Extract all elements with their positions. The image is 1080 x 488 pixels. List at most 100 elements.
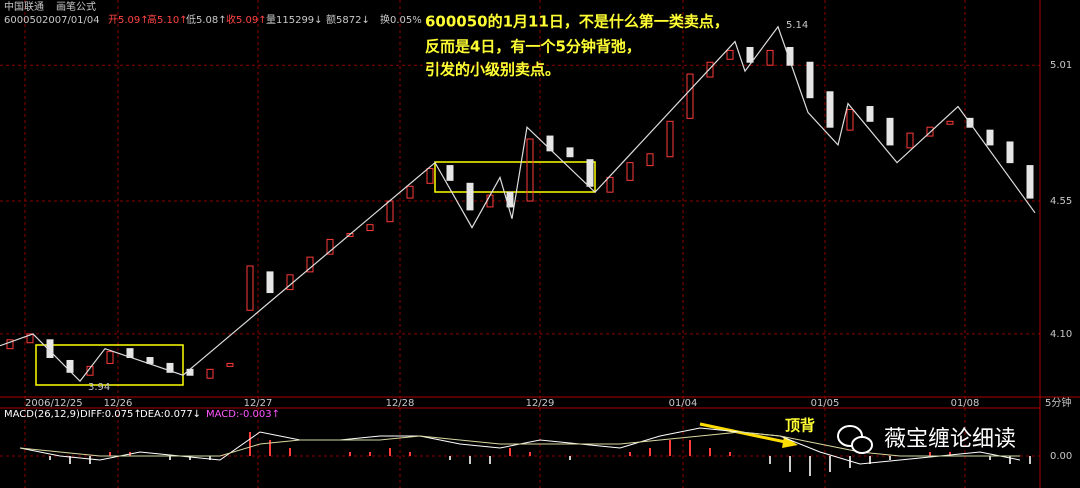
macd-bar <box>189 456 191 460</box>
candle <box>946 120 954 125</box>
candle <box>186 368 194 376</box>
pivot-box <box>35 344 184 386</box>
y-tick-label: 0.00 <box>1050 451 1072 462</box>
watermark: 薇宝缠论细读 <box>884 427 1016 452</box>
macd-bar <box>849 456 851 468</box>
annotation: 600050的1月11日，不是什么第一类卖点， <box>425 13 729 31</box>
candle <box>626 162 634 181</box>
candle <box>406 185 414 199</box>
candle <box>1006 141 1014 164</box>
amount: 额5872↓ <box>326 13 370 26</box>
candle <box>666 120 674 158</box>
y-tick-label: 4.55 <box>1050 196 1072 207</box>
macd-bar <box>669 440 671 456</box>
candle <box>526 138 534 202</box>
code: 600050 <box>4 15 42 26</box>
candle <box>986 129 994 146</box>
macd-bar <box>769 456 771 464</box>
dea-label: DEA:0.077↓ <box>140 409 201 420</box>
macd-label: MACD:-0.003↑ <box>206 409 280 420</box>
candle <box>926 126 934 137</box>
high: 高5.10↑ <box>147 13 188 26</box>
turnover: 换0.05% <box>380 13 422 26</box>
candle <box>1026 165 1034 199</box>
macd-bar <box>949 452 951 456</box>
macd-bar <box>709 448 711 456</box>
y-tick-label: 4.10 <box>1050 329 1072 340</box>
wechat-icon <box>837 425 873 454</box>
candle <box>66 359 74 373</box>
volume: 量115299↓ <box>266 14 323 26</box>
candle <box>26 333 34 344</box>
macd-bar <box>89 456 91 464</box>
diff-label: DIFF:0.075↑ <box>80 409 142 420</box>
x-tick-label: 01/05 <box>811 398 840 409</box>
macd-bar <box>569 456 571 460</box>
candle <box>326 238 334 255</box>
macd-bar <box>109 452 111 456</box>
candle <box>806 61 814 99</box>
macd-bar <box>249 432 251 456</box>
macd-bar <box>409 452 411 456</box>
candle <box>466 182 474 211</box>
x-tick-label: 2006/12/25 <box>25 398 83 409</box>
pivot-box <box>434 161 596 193</box>
candle <box>426 168 434 184</box>
macd-bar <box>829 456 831 472</box>
annotation: 反而是4日，有一个5分钟背弛， <box>425 38 641 56</box>
candle <box>746 46 754 63</box>
x-tick-label: 01/04 <box>669 398 698 409</box>
macd-bar <box>469 456 471 464</box>
macd-bar <box>369 452 371 456</box>
point-label: 3.94 <box>88 382 110 393</box>
close: 收5.09↑ <box>226 13 267 26</box>
macd-bar <box>269 440 271 456</box>
x-tick-label: 12/29 <box>526 398 555 409</box>
macd-bar <box>449 456 451 460</box>
stock-name: 中国联通 <box>4 0 44 13</box>
macd-bar <box>689 440 691 456</box>
macd-bar <box>69 456 71 464</box>
macd-bar <box>1029 456 1031 464</box>
macd-bar <box>389 448 391 456</box>
candle <box>846 108 854 131</box>
macd-bar <box>929 452 931 456</box>
macd-bar <box>1009 456 1011 464</box>
divergence-arrow <box>699 422 791 445</box>
x-tick-label: 12/26 <box>104 398 133 409</box>
candle <box>86 365 94 376</box>
macd-bar <box>729 452 731 456</box>
arrow-head <box>782 436 798 448</box>
x-tick-label: 12/28 <box>386 398 415 409</box>
macd-bar <box>869 456 871 464</box>
candle <box>866 106 874 122</box>
candle <box>226 362 234 367</box>
open: 开5.09↑ <box>108 15 149 26</box>
candle <box>606 176 614 193</box>
period: 5分钟 <box>1045 396 1071 409</box>
candle <box>786 46 794 66</box>
candle <box>706 61 714 78</box>
macd-title: MACD(26,12,9) <box>4 409 80 420</box>
macd-bar <box>289 448 291 456</box>
formula: 画笔公式 <box>56 0 96 13</box>
macd-bar <box>809 456 811 476</box>
candle <box>446 165 454 181</box>
candle <box>246 265 254 311</box>
candle <box>6 339 14 350</box>
macd-bar <box>789 456 791 472</box>
candle <box>886 117 894 146</box>
macd-bar <box>629 452 631 456</box>
stroke-line <box>0 25 1036 383</box>
candle <box>646 153 654 167</box>
x-tick-label: 01/08 <box>951 398 980 409</box>
candle <box>566 147 574 158</box>
candle <box>346 233 354 237</box>
x-tick-label: 12/27 <box>244 398 273 409</box>
candle <box>366 224 374 232</box>
candle <box>206 368 214 379</box>
candle <box>306 256 314 273</box>
candle <box>266 271 274 294</box>
